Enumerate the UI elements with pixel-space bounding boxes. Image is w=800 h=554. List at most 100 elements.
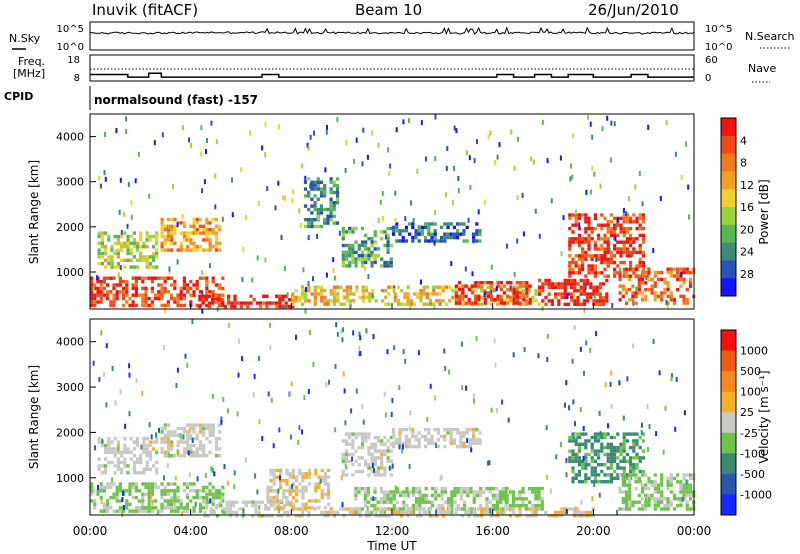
- heatmap-cell: [459, 431, 463, 435]
- heatmap-cell: [467, 514, 471, 518]
- heatmap-cell: [189, 489, 193, 493]
- heatmap-cell: [192, 430, 196, 434]
- heatmap-cell: [202, 489, 206, 493]
- heatmap-cell: [376, 507, 380, 511]
- heatmap-cell: [622, 435, 626, 440]
- heatmap-cell: [110, 248, 114, 252]
- heatmap-cell: [363, 493, 367, 498]
- heatmap-cell: [403, 510, 407, 515]
- heatmap-cell: [505, 486, 509, 491]
- heatmap-cell: [106, 509, 110, 513]
- heatmap-cell: [584, 473, 588, 477]
- heatmap-cell: [310, 224, 314, 229]
- heatmap-cell: [139, 245, 143, 249]
- heatmap-cell: [376, 439, 381, 443]
- heatmap-cell: [128, 502, 132, 507]
- heatmap-cell: [666, 500, 670, 504]
- heatmap-cell: [427, 500, 431, 504]
- heatmap-speckle: [214, 173, 217, 179]
- heatmap-cell: [195, 437, 199, 441]
- heatmap-cell: [577, 435, 581, 440]
- heatmap-cell: [205, 228, 209, 232]
- heatmap-cell: [211, 430, 215, 434]
- heatmap-cell: [380, 237, 384, 241]
- heatmap-cell: [540, 500, 544, 504]
- heatmap-cell: [491, 497, 495, 501]
- heatmap-cell: [486, 291, 491, 295]
- heatmap-cell: [142, 443, 146, 448]
- heatmap-speckle: [616, 217, 619, 223]
- heatmap-cell: [319, 190, 324, 195]
- heatmap-cell: [310, 187, 314, 191]
- heatmap-cell: [573, 278, 577, 283]
- heatmap-cell: [581, 260, 585, 265]
- heatmap-speckle: [609, 157, 612, 163]
- heatmap-cell: [461, 294, 465, 298]
- heatmap-speckle: [277, 488, 280, 494]
- heatmap-speckle: [289, 391, 292, 397]
- heatmap-speckle: [425, 156, 427, 162]
- heatmap-cell: [459, 486, 463, 491]
- heatmap-speckle: [395, 127, 398, 133]
- heatmap-cell: [424, 222, 428, 226]
- heatmap-cell: [310, 180, 314, 184]
- heatmap-cell: [211, 433, 215, 437]
- heatmap-cell: [208, 430, 212, 434]
- heatmap-cell: [214, 248, 219, 252]
- heatmap-cell: [386, 240, 390, 244]
- heatmap-cell: [387, 514, 391, 518]
- heatmap-cell: [205, 248, 209, 252]
- heatmap-cell: [373, 435, 377, 440]
- heatmap-cell: [139, 251, 143, 256]
- heatmap-cell: [537, 503, 541, 508]
- heatmap-cell: [317, 482, 321, 486]
- heatmap-speckle: [284, 265, 286, 271]
- heatmap-cell: [104, 457, 108, 461]
- heatmap-speckle: [121, 511, 124, 517]
- heatmap-cell: [166, 238, 171, 242]
- heatmap-cell: [606, 466, 610, 470]
- heatmap-cell: [619, 260, 623, 265]
- heatmap-speckle: [389, 163, 392, 169]
- heatmap-cell: [192, 450, 196, 454]
- heatmap-cell: [440, 225, 444, 230]
- heatmap-cell: [107, 238, 111, 242]
- heatmap-speckle: [118, 209, 121, 215]
- heatmap-cell: [411, 427, 415, 432]
- heatmap-speckle: [674, 426, 677, 432]
- heatmap-cell: [438, 285, 442, 289]
- heatmap-cell: [656, 503, 661, 508]
- heatmap-cell: [155, 467, 159, 471]
- heatmap-cell: [606, 237, 610, 241]
- heatmap-cell: [106, 276, 110, 280]
- heatmap-cell: [577, 432, 581, 436]
- heatmap-cell: [323, 506, 327, 510]
- heatmap-cell: [232, 500, 236, 504]
- heatmap-cell: [443, 232, 447, 236]
- n-sky-series-line: [89, 26, 695, 35]
- heatmap-cell: [269, 495, 273, 500]
- heatmap-cell: [131, 485, 135, 490]
- heatmap-cell: [622, 216, 626, 221]
- heatmap-speckle: [641, 292, 644, 298]
- heatmap-cell: [512, 287, 516, 292]
- heatmap-cell: [97, 248, 101, 252]
- heatmap-cell: [434, 490, 438, 494]
- heatmap-cell: [99, 300, 103, 304]
- heatmap-cell: [102, 276, 106, 280]
- heatmap-cell: [450, 497, 454, 501]
- heatmap-cell: [411, 431, 415, 435]
- heatmap-cell: [228, 500, 232, 504]
- heatmap-cell: [637, 476, 641, 481]
- heatmap-cell: [295, 499, 299, 503]
- heatmap-cell: [208, 231, 212, 235]
- heatmap-speckle: [541, 305, 544, 311]
- freq-panel-frame: [89, 54, 695, 82]
- heatmap-cell: [314, 499, 318, 503]
- heatmap-cell: [307, 514, 311, 518]
- heatmap-cell: [364, 459, 368, 463]
- heatmap-cell: [640, 486, 645, 491]
- heatmap-cell: [120, 454, 124, 458]
- heatmap-cell: [198, 290, 202, 294]
